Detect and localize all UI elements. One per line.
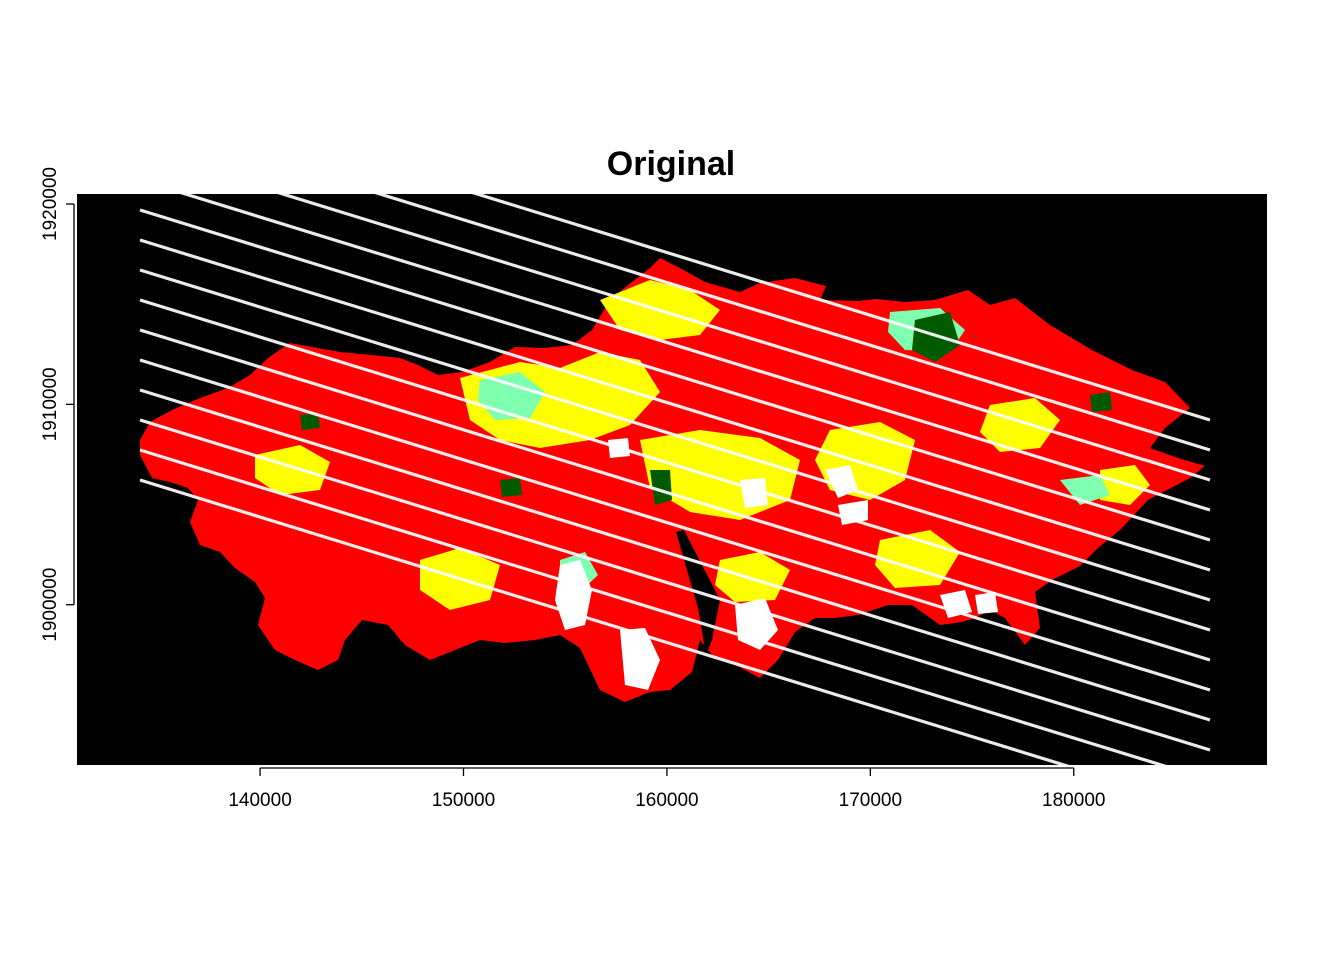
scan-stripes bbox=[139, 194, 1211, 765]
raster-patch bbox=[940, 590, 972, 618]
raster-patch bbox=[620, 628, 660, 690]
raster-patch bbox=[875, 530, 960, 588]
map-panel bbox=[77, 194, 1267, 765]
x-tick-label: 140000 bbox=[228, 790, 291, 811]
x-tick-label: 180000 bbox=[1042, 790, 1105, 811]
scan-stripe bbox=[139, 388, 1211, 722]
scan-stripe bbox=[374, 194, 1211, 452]
scan-stripe bbox=[139, 268, 1211, 602]
raster-patch bbox=[975, 592, 998, 614]
scan-stripe bbox=[277, 194, 1211, 482]
raster-patch bbox=[650, 470, 672, 505]
scan-stripe bbox=[139, 298, 1211, 632]
raster-patch bbox=[1060, 475, 1110, 505]
scan-stripe bbox=[139, 418, 1211, 752]
raster-patch bbox=[300, 413, 320, 430]
land-cover-raster bbox=[139, 194, 1211, 765]
raster-patch bbox=[980, 398, 1060, 452]
raster-patch bbox=[500, 478, 522, 497]
raster-patch bbox=[715, 552, 790, 602]
scan-stripe bbox=[139, 328, 1211, 662]
map-title: Original bbox=[607, 145, 735, 183]
raster-patch bbox=[1090, 392, 1112, 412]
y-tick-label: 1910000 bbox=[40, 367, 61, 441]
class-darkgreen-patches bbox=[300, 312, 1112, 505]
x-tick-label: 150000 bbox=[432, 790, 495, 811]
scan-stripe bbox=[179, 194, 1211, 512]
nodata-patches bbox=[555, 438, 998, 690]
x-axis: 140000 150000 160000 170000 180000 bbox=[228, 767, 1105, 811]
x-tick-label: 170000 bbox=[839, 790, 902, 811]
scan-stripe bbox=[139, 208, 1211, 542]
y-tick-label: 1920000 bbox=[40, 167, 61, 241]
y-axis: 1900000 1910000 1920000 bbox=[40, 167, 75, 642]
raster-patch bbox=[740, 478, 768, 508]
y-tick-label: 1900000 bbox=[40, 568, 61, 642]
x-tick-label: 160000 bbox=[635, 790, 698, 811]
scan-stripe bbox=[139, 238, 1211, 572]
raster-patch bbox=[255, 445, 330, 495]
scan-stripe bbox=[139, 478, 1070, 765]
scan-stripe bbox=[471, 194, 1211, 422]
scan-stripe bbox=[139, 358, 1211, 692]
scan-stripe bbox=[139, 448, 1167, 765]
